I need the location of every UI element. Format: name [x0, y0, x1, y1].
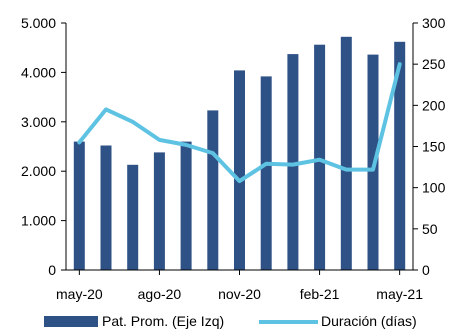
legend-label-line: Duración (días): [321, 313, 417, 329]
y-right-tick-label: 100: [422, 180, 446, 196]
y-right-tick-label: 250: [422, 56, 446, 72]
y-right-tick-label: 50: [422, 221, 438, 237]
y-right-tick-label: 300: [422, 15, 446, 31]
line-series: [77, 62, 402, 184]
bar-oct-20: [207, 110, 219, 271]
bar-ago-20: [153, 152, 165, 270]
y-right-tick-label: 200: [422, 97, 446, 113]
y-left-tick-label: 0: [48, 262, 56, 278]
x-tick-label: feb-21: [300, 286, 340, 302]
y-left-tick-label: 5.000: [21, 15, 56, 31]
bar-jul-20: [127, 164, 139, 270]
bar-may-20: [73, 141, 85, 270]
y-left-tick-label: 2.000: [21, 163, 56, 179]
bar-dic-20: [260, 76, 272, 271]
y-left-tick-label: 4.000: [21, 64, 56, 80]
y-right-tick-label: 150: [422, 139, 446, 155]
legend-label-bars: Pat. Prom. (Eje Izq): [102, 313, 224, 329]
legend-swatch-bars: [44, 316, 98, 327]
x-tick-label: may-21: [376, 286, 423, 302]
axes: 0 1.000 2.000 3.000 4.000 5.000 0 50 100 150 200 25…: [21, 15, 446, 302]
x-tick-label: nov-20: [218, 286, 261, 302]
bar-sep-20: [180, 141, 192, 270]
bar-feb-21: [314, 44, 326, 271]
bar-series: [73, 36, 406, 271]
bar-mar-21: [340, 36, 352, 270]
bar-nov-20: [234, 70, 245, 271]
y-left-tick-label: 3.000: [21, 114, 56, 130]
x-tick-label: may-20: [56, 286, 103, 302]
bar-may-21: [394, 41, 406, 270]
x-tick-label: ago-20: [138, 286, 182, 302]
y-left-tick-label: 1.000: [21, 213, 56, 229]
bar-jun-20: [100, 145, 112, 270]
legend: Pat. Prom. (Eje Izq) Duración (días): [44, 313, 417, 329]
bar-ene-21: [287, 54, 299, 270]
y-right-tick-label: 0: [422, 262, 430, 278]
